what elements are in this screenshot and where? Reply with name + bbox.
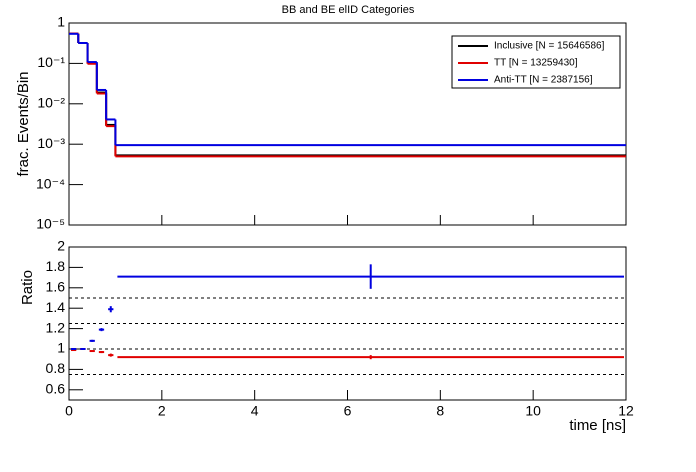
y-tick-label: 10⁻⁵ [36,216,65,232]
x-tick-label: 4 [251,403,259,419]
y-tick-label: 1 [57,14,65,30]
y-tick-label: 10⁻¹ [37,54,65,70]
legend-label: Inclusive [N = 15646586] [494,41,605,52]
y-tick-label: 1.8 [46,258,66,274]
x-axis-label: time [ns] [569,417,626,434]
x-tick-label: 2 [158,403,166,419]
y-tick-label: 0.8 [46,360,66,376]
y-axis-label: frac. Events/Bin [15,71,32,176]
x-tick-label: 8 [436,403,444,419]
x-tick-label: 12 [618,403,634,419]
y-tick-label: 1 [57,340,65,356]
y-tick-label: 1.4 [46,299,66,315]
y-axis-label: Ratio [19,270,36,305]
y-tick-label: 2 [57,238,65,254]
legend-label: TT [N = 13259430] [494,58,578,69]
y-tick-label: 10⁻² [37,95,65,111]
y-tick-label: 10⁻³ [37,135,65,151]
y-tick-label: 0.6 [46,381,66,397]
x-tick-label: 6 [344,403,352,419]
y-tick-label: 10⁻⁴ [36,175,65,191]
chart-title: BB and BE elID Categories [282,4,415,16]
x-tick-label: 10 [525,403,541,419]
y-tick-label: 1.6 [46,279,66,295]
x-tick-label: 0 [65,403,73,419]
y-tick-label: 1.2 [46,319,66,335]
legend-label: Anti-TT [N = 2387156] [494,75,593,86]
